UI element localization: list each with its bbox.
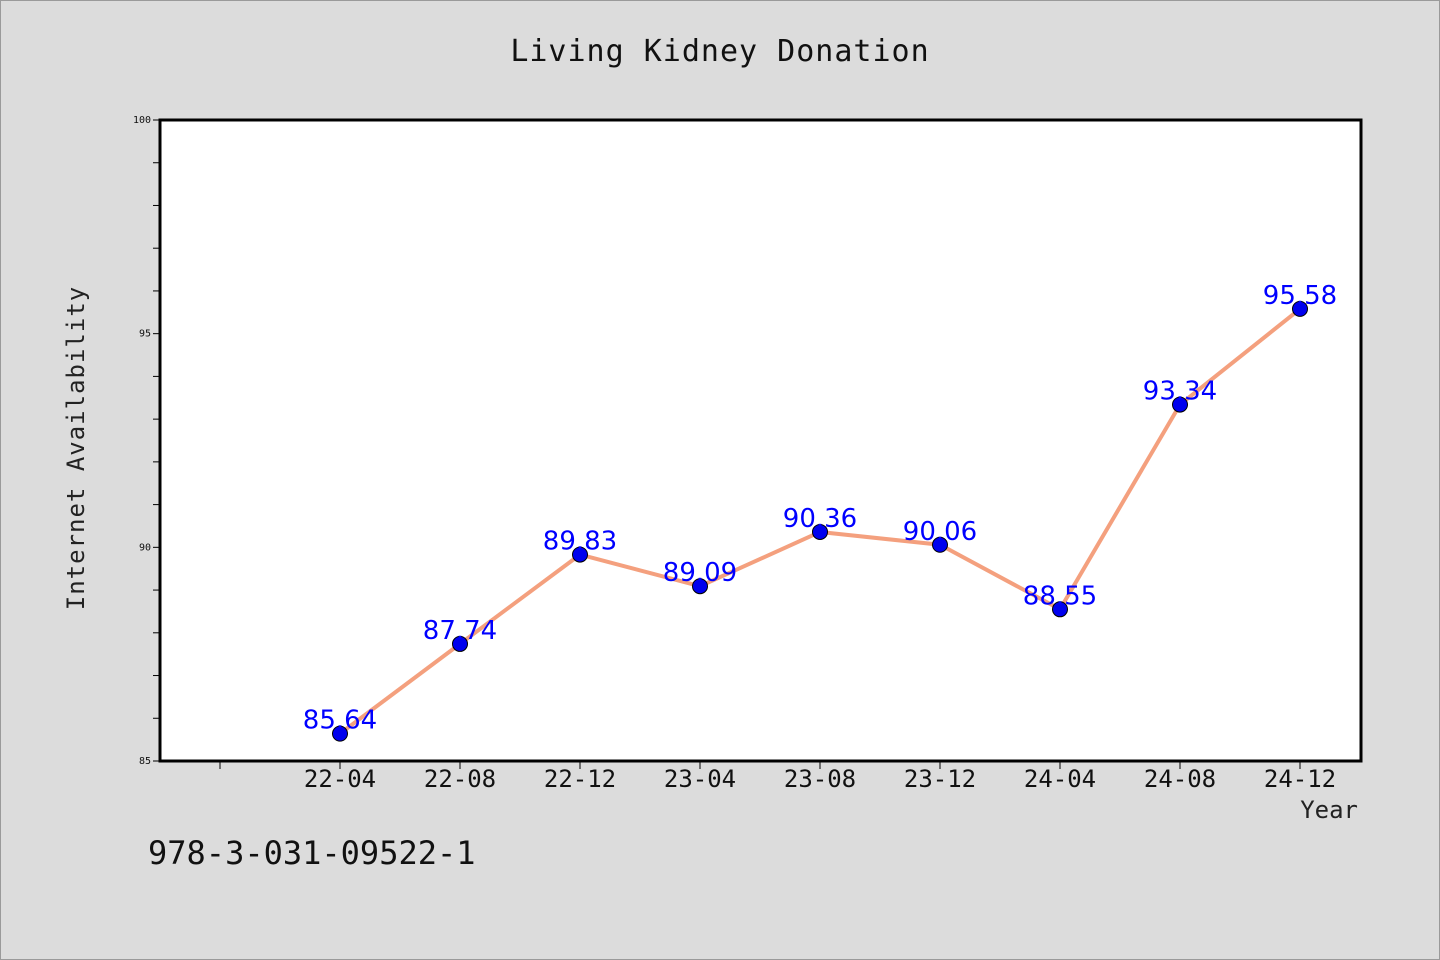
y-tick-label: 90 [139,542,151,553]
data-point [1292,300,1308,317]
data-point [452,635,468,652]
x-tick-label: 23-12 [904,765,976,793]
data-point [932,536,948,553]
data-label: 85.64 [303,706,377,736]
data-label: 88.55 [1023,581,1097,611]
x-tick-label: 23-08 [784,765,856,793]
plot-area [158,118,1363,763]
y-tick-label: 100 [133,115,151,126]
data-label: 90.06 [903,517,977,547]
data-label: 90.36 [783,504,857,534]
data-point [692,578,708,595]
data-point [572,546,588,563]
x-axis-label: Year [1300,796,1358,824]
data-label: 95.58 [1263,281,1337,311]
data-point [1172,396,1188,413]
data-point [332,725,348,742]
x-tick-label: 24-08 [1144,765,1216,793]
x-tick-label: 22-08 [424,765,496,793]
data-label: 89.83 [543,527,617,557]
y-tick-label: 85 [139,756,151,767]
data-point [812,523,828,540]
x-tick-label: 24-12 [1264,765,1336,793]
y-tick-label: 95 [139,329,151,340]
data-label: 89.09 [663,558,737,588]
x-tick-label: 24-04 [1024,765,1096,793]
x-tick-label: 22-12 [544,765,616,793]
data-label: 93.34 [1143,377,1217,407]
isbn-footer: 978-3-031-09522-1 [148,834,476,872]
chart-title: Living Kidney Donation [510,34,930,69]
x-tick-label: 23-04 [664,765,736,793]
data-label: 87.74 [423,616,497,646]
x-tick-label: 22-04 [304,765,376,793]
data-point [1052,601,1068,618]
